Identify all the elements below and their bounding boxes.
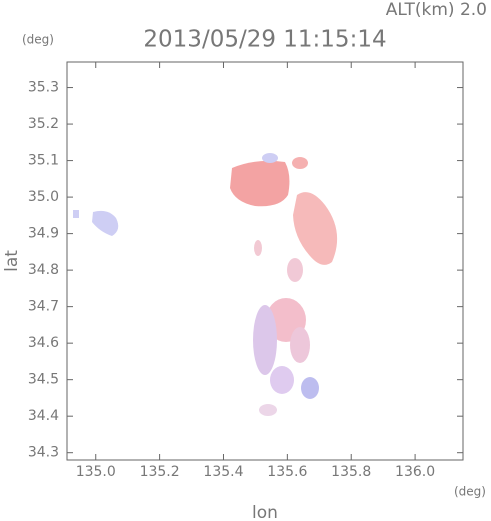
echo-area	[292, 157, 308, 169]
x-tick-label: 135.2	[140, 464, 180, 480]
echo-area	[287, 258, 303, 282]
y-tick-label: 35.2	[28, 116, 59, 132]
echo-area	[254, 240, 262, 256]
echo-area	[262, 153, 278, 163]
echo-field	[73, 153, 338, 416]
y-tick-label: 34.9	[28, 226, 59, 242]
y-tick-label: 35.3	[28, 80, 59, 96]
x-tick-label: 136.0	[395, 464, 435, 480]
echo-area	[253, 305, 277, 375]
echo-area	[293, 192, 338, 265]
altitude-label: ALT(km) 2.0	[386, 0, 487, 20]
y-axis-label: lat	[2, 250, 22, 272]
x-tick-label: 135.6	[267, 464, 307, 480]
echo-area	[259, 404, 277, 416]
echo-area	[270, 366, 294, 394]
y-tick-label: 34.7	[28, 299, 59, 315]
echo-area	[73, 210, 79, 218]
y-tick-label: 34.4	[28, 408, 59, 424]
y-tick-label: 34.8	[28, 262, 59, 278]
x-tick-label: 135.4	[203, 464, 243, 480]
x-axis-label: lon	[252, 503, 278, 521]
y-unit: (deg)	[22, 33, 54, 47]
chart-title: 2013/05/29 11:15:14	[143, 27, 386, 53]
y-tick-label: 35.1	[28, 153, 59, 169]
y-tick-label: 35.0	[28, 189, 59, 205]
y-tick-label: 34.6	[28, 335, 59, 351]
echo-area	[230, 160, 290, 207]
y-tick-label: 34.5	[28, 372, 59, 388]
x-tick-label: 135.8	[331, 464, 371, 480]
x-unit: (deg)	[454, 485, 486, 499]
echo-area	[301, 377, 319, 399]
echo-area	[92, 210, 119, 236]
plot-frame	[66, 61, 464, 461]
echo-area	[290, 327, 310, 363]
x-tick-label: 135.0	[76, 464, 116, 480]
y-tick-label: 34.3	[28, 445, 59, 461]
